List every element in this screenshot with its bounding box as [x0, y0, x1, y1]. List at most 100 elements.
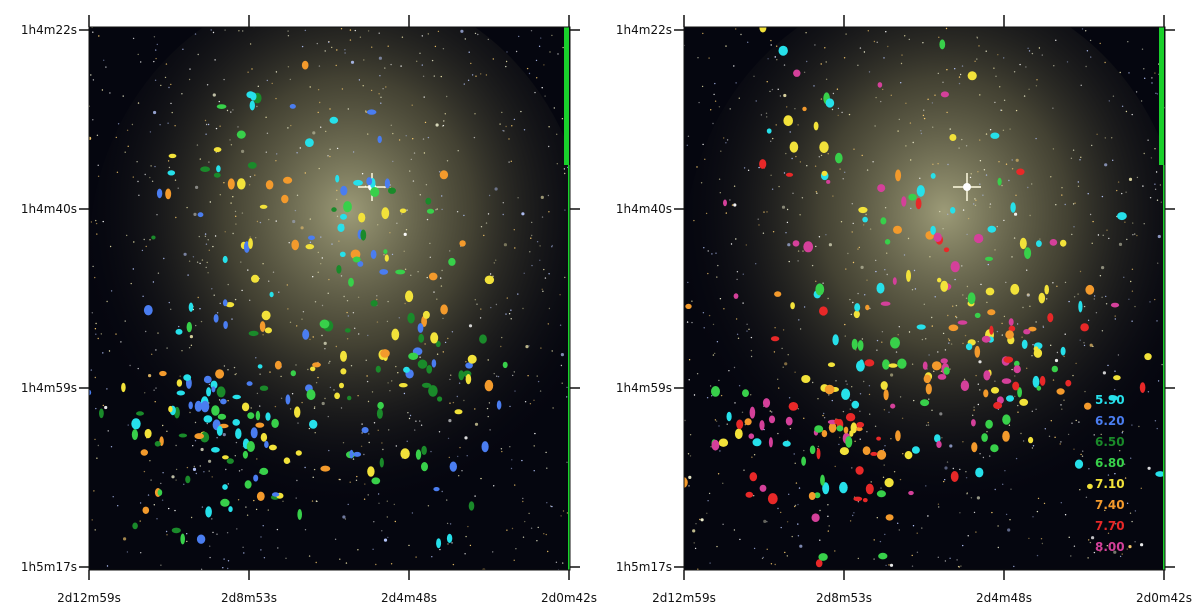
region-marker [916, 185, 925, 197]
region-marker [247, 162, 257, 169]
region-marker [858, 206, 868, 214]
region-marker [1003, 356, 1014, 363]
region-marker [340, 368, 347, 375]
region-marker [289, 104, 296, 109]
region-marker [1056, 388, 1065, 395]
region-marker [348, 277, 354, 287]
region-marker [711, 386, 720, 397]
region-marker [216, 165, 221, 173]
region-marker [415, 449, 422, 460]
x-tick-label: 2d4m48s [976, 591, 1032, 605]
region-marker [403, 366, 410, 373]
bright-star [963, 183, 971, 191]
region-marker [291, 239, 300, 251]
region-marker [361, 427, 369, 434]
region-marker [895, 430, 901, 442]
region-marker [835, 152, 843, 164]
legend-label: 7.10 [1095, 477, 1125, 491]
region-marker [241, 402, 250, 412]
region-marker [132, 522, 138, 530]
region-marker [774, 291, 782, 297]
region-marker [479, 334, 487, 344]
region-marker [353, 179, 363, 186]
region-marker [213, 314, 219, 323]
region-marker [437, 396, 443, 402]
region-marker [785, 416, 793, 426]
region-marker [1084, 402, 1092, 410]
region-marker [248, 238, 253, 249]
region-marker [99, 408, 104, 419]
region-marker [259, 467, 269, 475]
region-marker [481, 441, 489, 453]
region-marker [454, 409, 463, 415]
region-marker [685, 303, 692, 309]
region-marker [183, 374, 192, 381]
region-marker [226, 458, 234, 464]
region-marker [352, 256, 361, 263]
region-marker [357, 261, 364, 267]
region-marker [268, 444, 277, 451]
region-marker [309, 419, 318, 429]
region-marker [1060, 239, 1067, 247]
x-tick-label: 2d12m59s [652, 591, 716, 605]
region-marker [726, 411, 732, 422]
region-marker [1024, 247, 1032, 259]
region-marker [60, 328, 65, 339]
region-marker [216, 386, 226, 398]
region-marker [892, 277, 897, 285]
region-marker [306, 389, 316, 401]
region-marker [996, 396, 1004, 404]
region-marker [247, 412, 255, 419]
region-marker [628, 148, 634, 159]
region-marker [384, 254, 389, 262]
region-marker [809, 445, 816, 455]
region-marker [1155, 471, 1165, 477]
region-marker [358, 212, 366, 223]
x-tick-label: 2d0m42s [541, 591, 597, 605]
region-marker [1108, 395, 1118, 401]
region-marker [862, 216, 868, 223]
region-marker [672, 456, 677, 461]
region-marker [851, 338, 858, 350]
region-marker [985, 287, 995, 296]
region-marker [1019, 398, 1029, 406]
region-marker [331, 207, 337, 212]
x-tick-label: 2d8m53s [816, 591, 872, 605]
y-tick-label: 1h5m17s [21, 560, 77, 574]
region-marker [990, 387, 1000, 394]
region-marker [144, 428, 152, 439]
region-marker [223, 321, 228, 329]
region-marker [496, 400, 502, 410]
left-panel: 1h4m22s 1h4m40s 1h4m59s 1h5m17s 2d12m59s 2d8m… [21, 15, 597, 615]
region-marker [347, 395, 352, 401]
region-marker [885, 514, 894, 521]
region-marker [987, 225, 997, 233]
region-marker [465, 362, 473, 369]
region-marker [484, 275, 495, 285]
region-marker [430, 332, 439, 344]
region-marker [824, 384, 835, 395]
region-marker [194, 400, 203, 412]
region-marker [259, 321, 266, 332]
region-marker [89, 389, 92, 396]
region-marker [855, 426, 863, 432]
region-marker [985, 419, 993, 429]
region-marker [841, 388, 851, 400]
region-marker [426, 208, 435, 214]
region-marker [960, 588, 967, 596]
region-marker [973, 233, 984, 244]
region-marker [749, 406, 756, 419]
legend-label: 6.80 [1095, 456, 1125, 470]
region-marker [59, 425, 65, 432]
region-marker [1113, 375, 1121, 381]
region-marker [990, 444, 999, 453]
region-marker [939, 39, 946, 50]
region-marker [736, 419, 744, 430]
region-marker [256, 491, 265, 501]
x-tick-label: 2d4m48s [381, 591, 437, 605]
region-marker [985, 256, 993, 261]
region-marker [222, 610, 230, 615]
region-marker [1036, 385, 1042, 391]
region-marker [255, 422, 265, 428]
region-marker [1080, 323, 1089, 332]
